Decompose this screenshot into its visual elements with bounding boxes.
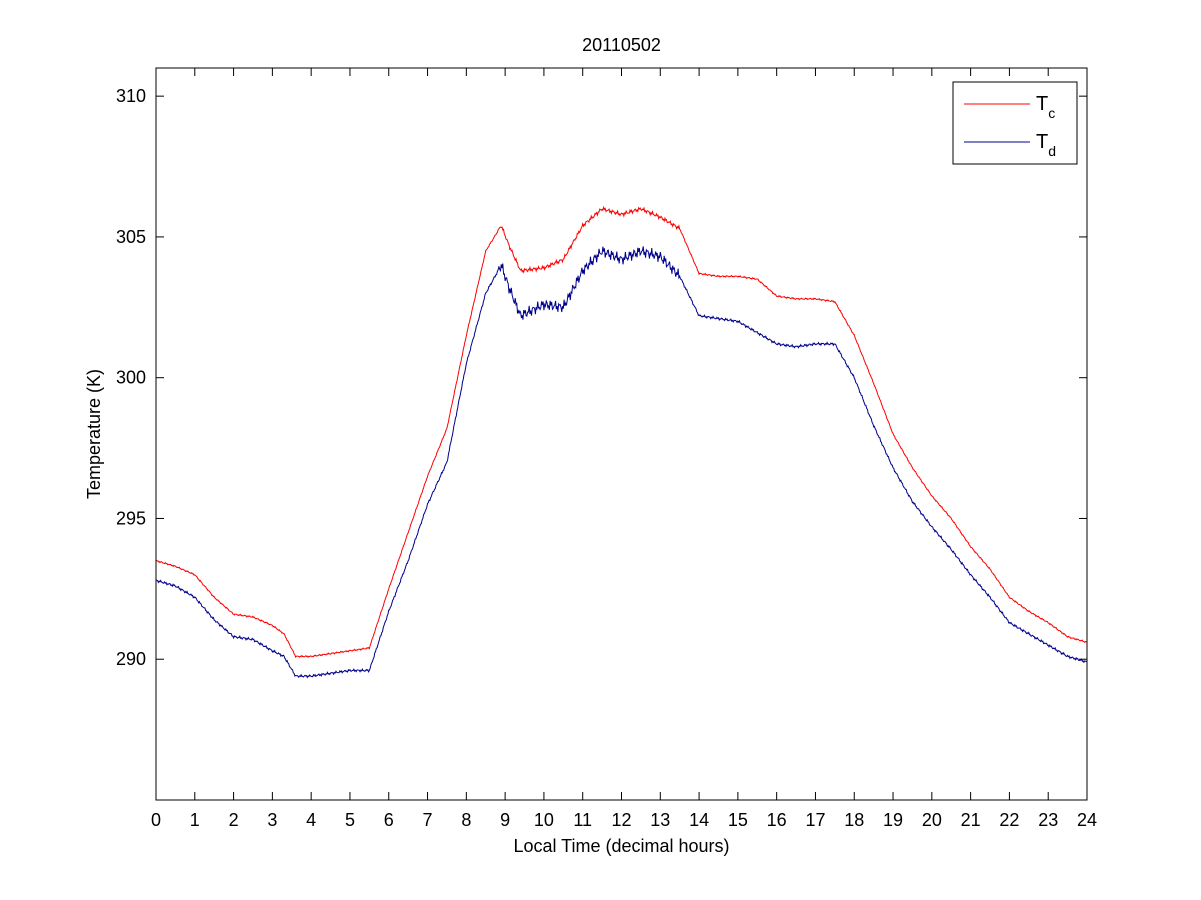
y-tick-label: 300 — [116, 368, 146, 388]
x-tick-label: 9 — [500, 810, 510, 830]
series-layer — [155, 205, 1088, 679]
series-line-T-c — [155, 205, 1088, 659]
x-tick-label: 24 — [1077, 810, 1097, 830]
x-tick-label: 14 — [689, 810, 709, 830]
plot-frame — [155, 67, 1088, 801]
x-tick-label: 6 — [384, 810, 394, 830]
x-tick-label: 0 — [151, 810, 161, 830]
y-tick-label: 290 — [116, 649, 146, 669]
x-tick-label: 5 — [345, 810, 355, 830]
x-tick-label: 17 — [805, 810, 825, 830]
x-tick-label: 7 — [423, 810, 433, 830]
x-tick-label: 15 — [728, 810, 748, 830]
x-tick-label: 16 — [767, 810, 787, 830]
x-tick-label: 23 — [1038, 810, 1058, 830]
x-tick-label: 1 — [190, 810, 200, 830]
x-tick-label: 4 — [306, 810, 316, 830]
x-tick-label: 22 — [999, 810, 1019, 830]
legend-box — [952, 81, 1078, 165]
x-axis-title: Local Time (decimal hours) — [513, 836, 729, 856]
y-tick-label: 295 — [116, 508, 146, 528]
x-tick-label: 8 — [461, 810, 471, 830]
y-axis-ticks: 290 295 300 305 310 — [116, 86, 1087, 669]
x-tick-label: 21 — [961, 810, 981, 830]
y-axis-title: Temperature (K) — [84, 369, 104, 499]
x-tick-label: 12 — [611, 810, 631, 830]
series-line-T-d — [155, 246, 1088, 679]
x-tick-label: 19 — [883, 810, 903, 830]
x-tick-label: 11 — [573, 810, 592, 830]
x-axis-ticks: 0 1 2 3 4 5 6 7 8 9 10 11 12 13 14 15 16 17 18 19 20 21 22 23 24 — [151, 68, 1097, 830]
chart-title: 20110502 — [582, 35, 661, 55]
x-tick-label: 13 — [650, 810, 670, 830]
x-tick-label: 10 — [534, 810, 554, 830]
x-tick-label: 20 — [922, 810, 942, 830]
y-tick-label: 305 — [116, 227, 146, 247]
x-tick-label: 18 — [844, 810, 864, 830]
x-tick-label: 3 — [267, 810, 277, 830]
x-tick-label: 2 — [229, 810, 239, 830]
y-tick-label: 310 — [116, 86, 146, 106]
